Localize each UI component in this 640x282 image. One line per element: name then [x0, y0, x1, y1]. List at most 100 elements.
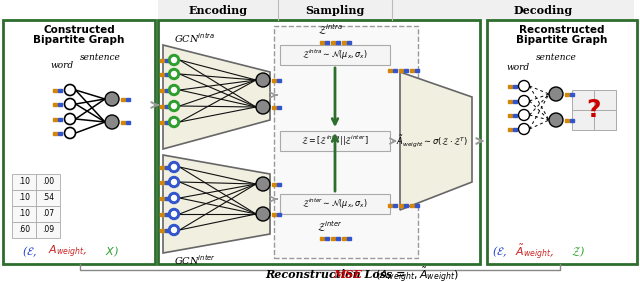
Bar — [160, 72, 163, 76]
Bar — [347, 237, 351, 240]
Circle shape — [105, 92, 119, 106]
FancyBboxPatch shape — [158, 20, 480, 264]
FancyBboxPatch shape — [572, 90, 594, 110]
Circle shape — [518, 124, 529, 135]
Circle shape — [171, 195, 177, 201]
Bar — [336, 41, 339, 44]
Circle shape — [168, 100, 179, 111]
Bar — [277, 78, 280, 82]
Bar — [160, 120, 163, 124]
Bar — [165, 228, 168, 232]
Bar — [320, 237, 323, 240]
Bar — [331, 41, 335, 44]
Text: .10: .10 — [18, 210, 30, 219]
Text: $\mathcal{Z}^{inter}{\sim}\mathcal{N}(\mu_x, \sigma_x)$: $\mathcal{Z}^{inter}{\sim}\mathcal{N}(\m… — [302, 197, 368, 211]
Bar — [342, 41, 346, 44]
Text: GCN$^{inter}$: GCN$^{inter}$ — [174, 253, 216, 267]
FancyBboxPatch shape — [280, 131, 390, 151]
Bar — [272, 213, 275, 216]
FancyBboxPatch shape — [274, 26, 418, 258]
Circle shape — [65, 85, 76, 96]
Bar — [513, 100, 516, 103]
Text: GCN$^{intra}$: GCN$^{intra}$ — [174, 31, 216, 45]
Text: $\mathcal{Z}^{intra}{\sim}\mathcal{N}(\mu_x, \sigma_x)$: $\mathcal{Z}^{intra}{\sim}\mathcal{N}(\m… — [302, 48, 368, 62]
Text: word: word — [506, 63, 529, 72]
Text: Reconstruction Loss =: Reconstruction Loss = — [265, 270, 410, 281]
Bar — [513, 127, 516, 131]
Bar — [272, 105, 275, 109]
Bar — [58, 131, 61, 135]
Bar — [508, 100, 511, 103]
Bar — [342, 237, 346, 240]
Bar — [388, 69, 392, 72]
FancyBboxPatch shape — [572, 110, 594, 130]
Circle shape — [518, 96, 529, 107]
Bar — [331, 237, 335, 240]
Text: Reconstructed: Reconstructed — [519, 25, 605, 35]
Text: Bipartite Graph: Bipartite Graph — [516, 35, 608, 45]
Bar — [325, 41, 328, 44]
Bar — [160, 89, 163, 92]
Bar — [160, 105, 163, 108]
Text: Constructed: Constructed — [43, 25, 115, 35]
Circle shape — [168, 177, 179, 188]
Bar — [121, 120, 125, 124]
Bar — [126, 98, 129, 101]
Bar — [58, 102, 61, 106]
Circle shape — [518, 109, 529, 120]
Bar — [126, 120, 129, 124]
Circle shape — [168, 54, 179, 65]
Bar — [320, 41, 323, 44]
Bar — [272, 78, 275, 82]
Bar — [165, 89, 168, 92]
Bar — [570, 92, 573, 96]
Text: $\mathcal{Z}^{inter}$: $\mathcal{Z}^{inter}$ — [317, 220, 343, 234]
Bar — [160, 213, 163, 216]
Bar — [272, 182, 275, 186]
Text: .60: .60 — [18, 226, 30, 235]
FancyBboxPatch shape — [36, 206, 60, 222]
Circle shape — [168, 69, 179, 80]
FancyBboxPatch shape — [594, 110, 616, 130]
Circle shape — [171, 227, 177, 233]
FancyBboxPatch shape — [3, 20, 155, 264]
Circle shape — [168, 162, 179, 173]
Bar — [53, 102, 56, 106]
FancyBboxPatch shape — [12, 190, 36, 206]
Text: ($\mathcal{E}$,: ($\mathcal{E}$, — [492, 245, 508, 259]
Text: Sampling: Sampling — [305, 5, 365, 16]
Bar — [393, 204, 397, 207]
Text: $\tilde{A}_{weight}$,: $\tilde{A}_{weight}$, — [515, 242, 555, 262]
Circle shape — [65, 113, 76, 124]
Circle shape — [171, 119, 177, 125]
Bar — [404, 69, 408, 72]
Text: .10: .10 — [18, 193, 30, 202]
FancyBboxPatch shape — [280, 194, 390, 214]
Circle shape — [171, 179, 177, 185]
Bar — [53, 131, 56, 135]
Circle shape — [65, 127, 76, 138]
Bar — [165, 197, 168, 200]
Text: word: word — [51, 61, 74, 69]
Text: $\mathcal{Z}^{intra}$: $\mathcal{Z}^{intra}$ — [317, 23, 342, 38]
Bar — [53, 89, 56, 92]
Bar — [53, 118, 56, 121]
Text: .09: .09 — [42, 226, 54, 235]
Circle shape — [168, 208, 179, 219]
Text: $A_{weight}$,: $A_{weight}$, — [48, 244, 88, 260]
Bar — [160, 197, 163, 200]
Bar — [410, 69, 413, 72]
Text: sentence: sentence — [536, 54, 577, 63]
Bar — [415, 69, 419, 72]
Bar — [410, 204, 413, 207]
Bar — [165, 58, 168, 62]
Bar — [165, 105, 168, 108]
Bar — [513, 85, 516, 88]
Text: sentence: sentence — [79, 52, 120, 61]
Circle shape — [256, 177, 270, 191]
Bar — [58, 118, 61, 121]
Bar — [160, 228, 163, 232]
FancyBboxPatch shape — [594, 90, 616, 110]
Bar — [165, 166, 168, 169]
Bar — [336, 237, 339, 240]
